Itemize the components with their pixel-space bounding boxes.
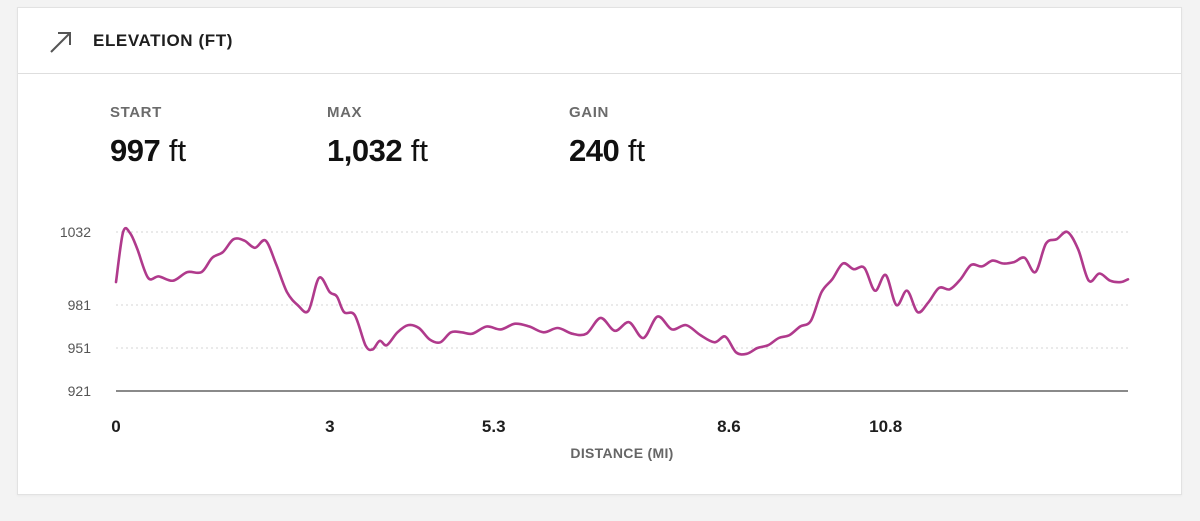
stat-unit: ft xyxy=(627,133,646,168)
stat-value: 997 ft xyxy=(110,133,186,169)
stat-max: MAX 1,032 ft xyxy=(327,104,428,169)
x-tick-label: 3 xyxy=(325,417,334,436)
stat-number: 240 xyxy=(569,133,620,168)
x-tick-label: 0 xyxy=(111,417,120,436)
elevation-card: ELEVATION (FT) START 997 ft MAX 1,032 ft… xyxy=(17,7,1182,495)
stat-value: 240 ft xyxy=(569,133,645,169)
card-title: ELEVATION (FT) xyxy=(93,31,233,50)
stat-gain: GAIN 240 ft xyxy=(569,104,645,169)
y-tick-label: 981 xyxy=(68,297,92,313)
x-axis-label: DISTANCE (MI) xyxy=(570,445,673,461)
elevation-line xyxy=(114,226,1130,356)
stat-number: 997 xyxy=(110,133,161,168)
stat-label: MAX xyxy=(327,104,363,121)
elevation-chart: 1032 981 951 921 0 3 5.3 8.6 10.8 DISTANCE (MI) xyxy=(60,224,1130,461)
y-tick-label: 921 xyxy=(68,383,92,399)
stat-start: START 997 ft xyxy=(110,104,186,169)
stat-value: 1,032 ft xyxy=(327,133,428,169)
x-tick-label: 10.8 xyxy=(869,417,902,436)
stat-number: 1,032 xyxy=(327,133,403,168)
x-tick-label: 5.3 xyxy=(482,417,506,436)
y-tick-label: 951 xyxy=(68,340,92,356)
stat-label: START xyxy=(110,104,162,121)
stat-unit: ft xyxy=(168,133,187,168)
stat-label: GAIN xyxy=(569,104,609,121)
card-header: ELEVATION (FT) xyxy=(18,8,1181,74)
stat-unit: ft xyxy=(410,133,428,168)
y-tick-label: 1032 xyxy=(60,224,91,240)
trend-arrow-icon xyxy=(50,32,71,53)
x-tick-label: 8.6 xyxy=(717,417,741,436)
